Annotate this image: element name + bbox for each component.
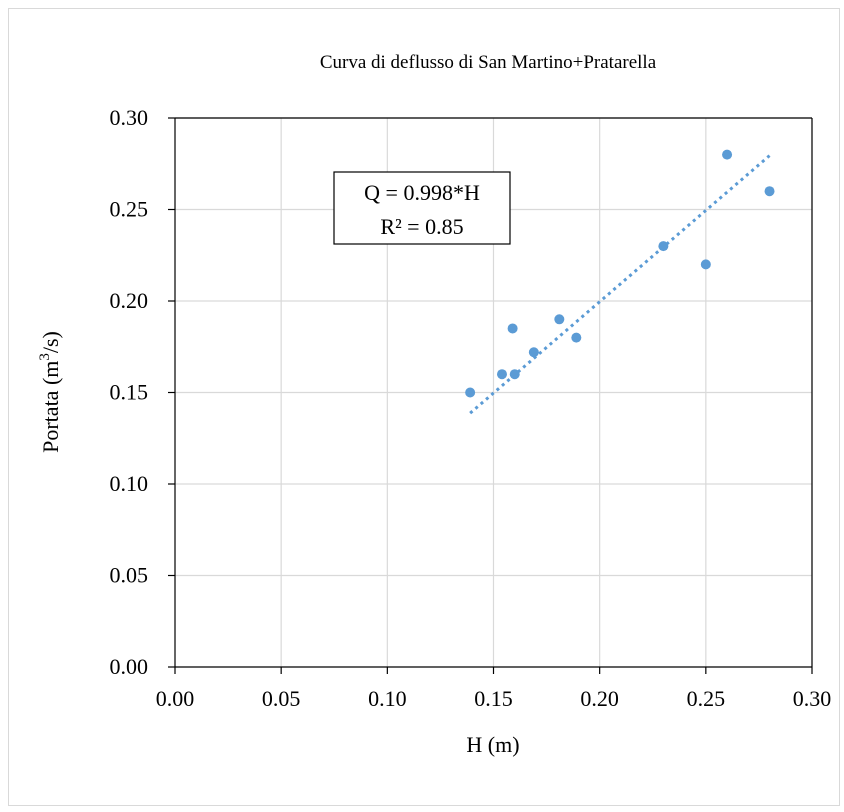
x-tick-label: 0.15 bbox=[474, 686, 513, 711]
x-tick-label: 0.05 bbox=[262, 686, 301, 711]
axes bbox=[168, 117, 813, 674]
x-tick-label: 0.00 bbox=[156, 686, 195, 711]
data-point bbox=[507, 323, 518, 334]
x-tick-label: 0.25 bbox=[687, 686, 726, 711]
y-tick-label: 0.05 bbox=[110, 563, 149, 588]
data-point bbox=[571, 332, 582, 343]
data-point bbox=[764, 186, 775, 197]
y-tick-label: 0.10 bbox=[110, 471, 149, 496]
y-tick-label: 0.30 bbox=[110, 105, 149, 130]
data-point bbox=[554, 314, 565, 325]
equation-text: Q = 0.998*H bbox=[364, 180, 480, 205]
x-tick-label: 0.30 bbox=[793, 686, 832, 711]
y-axis-title-tail: /s) bbox=[38, 331, 63, 353]
y-tick-label: 0.15 bbox=[110, 380, 149, 405]
y-axis-title-main: Portata (m bbox=[38, 361, 63, 453]
data-point bbox=[465, 387, 476, 398]
y-tick-label: 0.00 bbox=[110, 654, 149, 679]
x-axis-title: H (m) bbox=[466, 732, 519, 757]
data-point bbox=[722, 149, 733, 160]
y-tick-label: 0.20 bbox=[110, 288, 149, 313]
x-tick-label: 0.20 bbox=[580, 686, 619, 711]
y-axis-title: Portata (m3/s) bbox=[37, 331, 63, 453]
chart-area bbox=[8, 8, 840, 806]
data-point bbox=[496, 369, 507, 380]
x-tick-labels: 0.00 0.05 0.10 0.15 0.20 0.25 0.30 bbox=[156, 686, 832, 711]
data-point bbox=[700, 259, 711, 270]
equation-box: Q = 0.998*H R² = 0.85 bbox=[333, 171, 511, 245]
data-points bbox=[465, 149, 775, 398]
data-point bbox=[658, 241, 669, 252]
trendline bbox=[469, 154, 771, 415]
y-axis-title-sup: 3 bbox=[37, 353, 53, 361]
chart-title: Curva di deflusso di San Martino+Pratare… bbox=[320, 52, 657, 73]
data-point bbox=[528, 347, 539, 358]
data-point bbox=[509, 369, 520, 380]
y-tick-label: 0.25 bbox=[110, 197, 149, 222]
y-tick-labels: 0.00 0.05 0.10 0.15 0.20 0.25 0.30 bbox=[110, 105, 149, 679]
x-tick-label: 0.10 bbox=[368, 686, 407, 711]
r-squared-text: R² = 0.85 bbox=[380, 214, 463, 239]
trendline-line bbox=[469, 154, 771, 415]
